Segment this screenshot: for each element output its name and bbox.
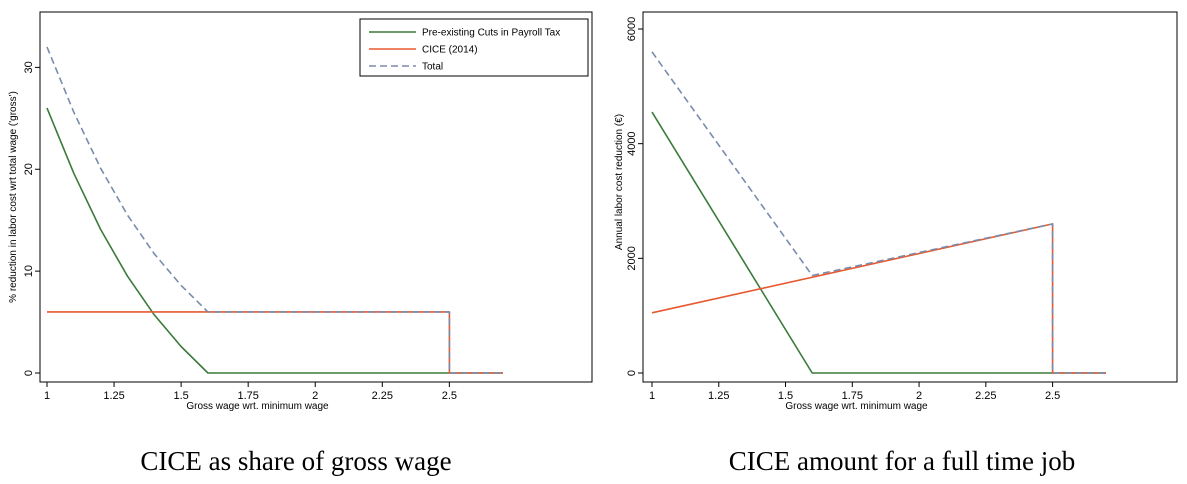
x-axis-title: Gross wage wrt. minimum wage bbox=[186, 401, 329, 412]
y-tick-label: 0 bbox=[23, 370, 35, 376]
legend-label: CICE (2014) bbox=[422, 45, 478, 56]
y-tick-label: 10 bbox=[23, 265, 35, 277]
chart-caption-right: CICE amount for a full time job bbox=[728, 446, 1076, 476]
y-tick-label: 0 bbox=[626, 370, 638, 376]
x-tick-label: 1.75 bbox=[237, 390, 258, 402]
x-tick-label: 1 bbox=[649, 390, 655, 402]
series-line-cice-2014 bbox=[651, 223, 1106, 374]
legend-label: Pre-existing Cuts in Payroll Tax bbox=[422, 28, 560, 39]
chart-caption-left: CICE as share of gross wage bbox=[140, 446, 452, 476]
x-tick-label: 2.5 bbox=[1045, 390, 1060, 402]
x-tick-label: 2 bbox=[312, 390, 318, 402]
y-tick-label: 4000 bbox=[626, 131, 638, 155]
series-line-total bbox=[651, 51, 1106, 374]
y-tick-label: 6000 bbox=[626, 17, 638, 41]
series-line-pre-existing-cuts-in-payroll-tax bbox=[46, 107, 503, 374]
x-tick-label: 2.25 bbox=[372, 390, 393, 402]
y-tick-label: 20 bbox=[23, 163, 35, 175]
legend: Pre-existing Cuts in Payroll Tax CICE (20… bbox=[359, 18, 589, 77]
series-line-cice-2014 bbox=[47, 311, 503, 374]
x-tick-label: 1.25 bbox=[708, 390, 729, 402]
series-line-total bbox=[46, 46, 503, 374]
chart-panel-2: 1 1.25 1.5 1.75 2 2.25 2.5 0 2000 4000 6000 Gross w… bbox=[614, 11, 1178, 412]
y-tick-label: 30 bbox=[23, 61, 35, 73]
plot-frame bbox=[642, 11, 1178, 383]
x-axis-title: Gross wage wrt. minimum wage bbox=[785, 401, 928, 412]
x-tick-label: 1.5 bbox=[173, 390, 188, 402]
chart-panel-1: 1 1.25 1.5 1.75 2 2.25 2.5 0 10 20 30 Gross wage wr… bbox=[8, 11, 593, 412]
x-tick-label: 2.25 bbox=[975, 390, 996, 402]
y-axis-title: % reduction in labor cost wrt total wage… bbox=[8, 91, 19, 303]
plot-frame bbox=[39, 11, 593, 383]
y-axis-title: Annual labor cost reduction (€) bbox=[614, 114, 625, 250]
x-tick-label: 2.5 bbox=[442, 390, 457, 402]
series-line-pre-existing-cuts-in-payroll-tax bbox=[651, 111, 1106, 374]
x-tick-label: 1 bbox=[44, 390, 50, 402]
legend-label: Total bbox=[422, 62, 443, 73]
x-tick-label: 1.5 bbox=[778, 390, 793, 402]
y-tick-label: 2000 bbox=[626, 246, 638, 270]
x-tick-label: 2 bbox=[916, 390, 922, 402]
x-tick-label: 1.75 bbox=[842, 390, 863, 402]
x-tick-label: 1.25 bbox=[103, 390, 124, 402]
